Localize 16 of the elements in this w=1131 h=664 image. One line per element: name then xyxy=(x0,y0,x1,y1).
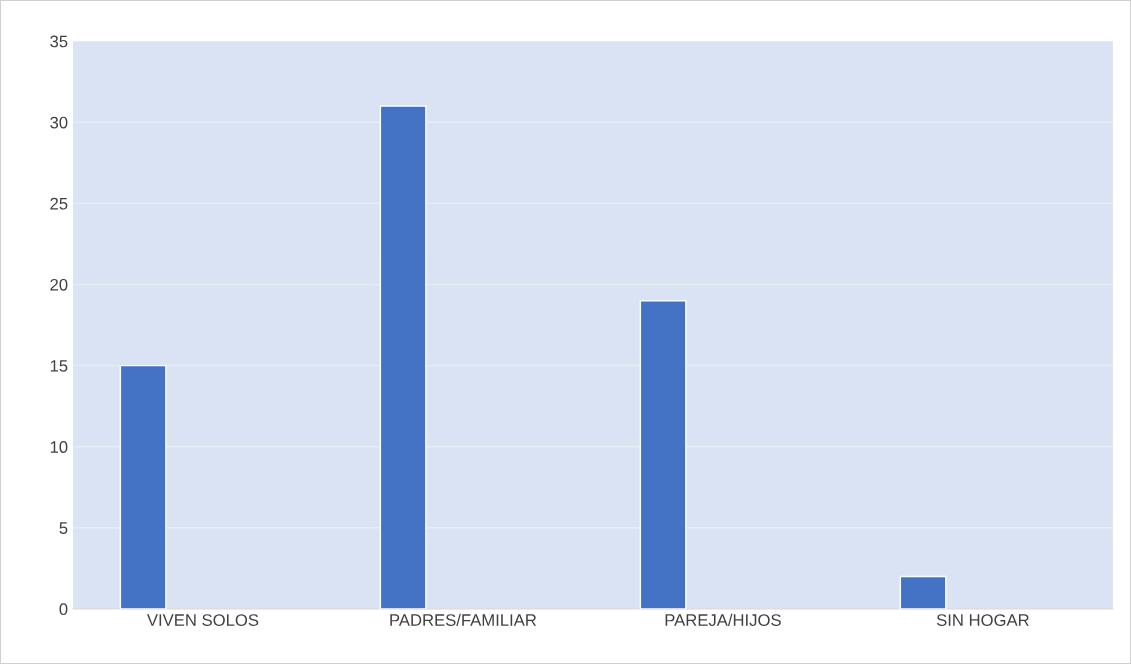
bar xyxy=(119,364,167,609)
y-tick-label: 35 xyxy=(50,35,68,48)
y-tick-label: 10 xyxy=(50,441,68,453)
bar xyxy=(899,575,947,609)
bar xyxy=(379,105,427,609)
x-tick-label: SIN HOGAR xyxy=(936,614,1029,626)
y-tick-label: 20 xyxy=(50,278,68,291)
y-tick-label: 25 xyxy=(50,197,68,210)
y-tick-label: 0 xyxy=(59,603,68,616)
x-tick-label: VIVEN SOLOS xyxy=(146,614,259,626)
y-tick-label: 30 xyxy=(50,116,68,129)
y-tick-label: 15 xyxy=(50,360,68,372)
x-tick-label: PADRES/FAMILIAR xyxy=(390,613,537,626)
x-tick-label: PAREJA/HIJOS xyxy=(665,613,781,626)
bar xyxy=(639,300,687,609)
y-tick-label: 5 xyxy=(59,522,68,534)
